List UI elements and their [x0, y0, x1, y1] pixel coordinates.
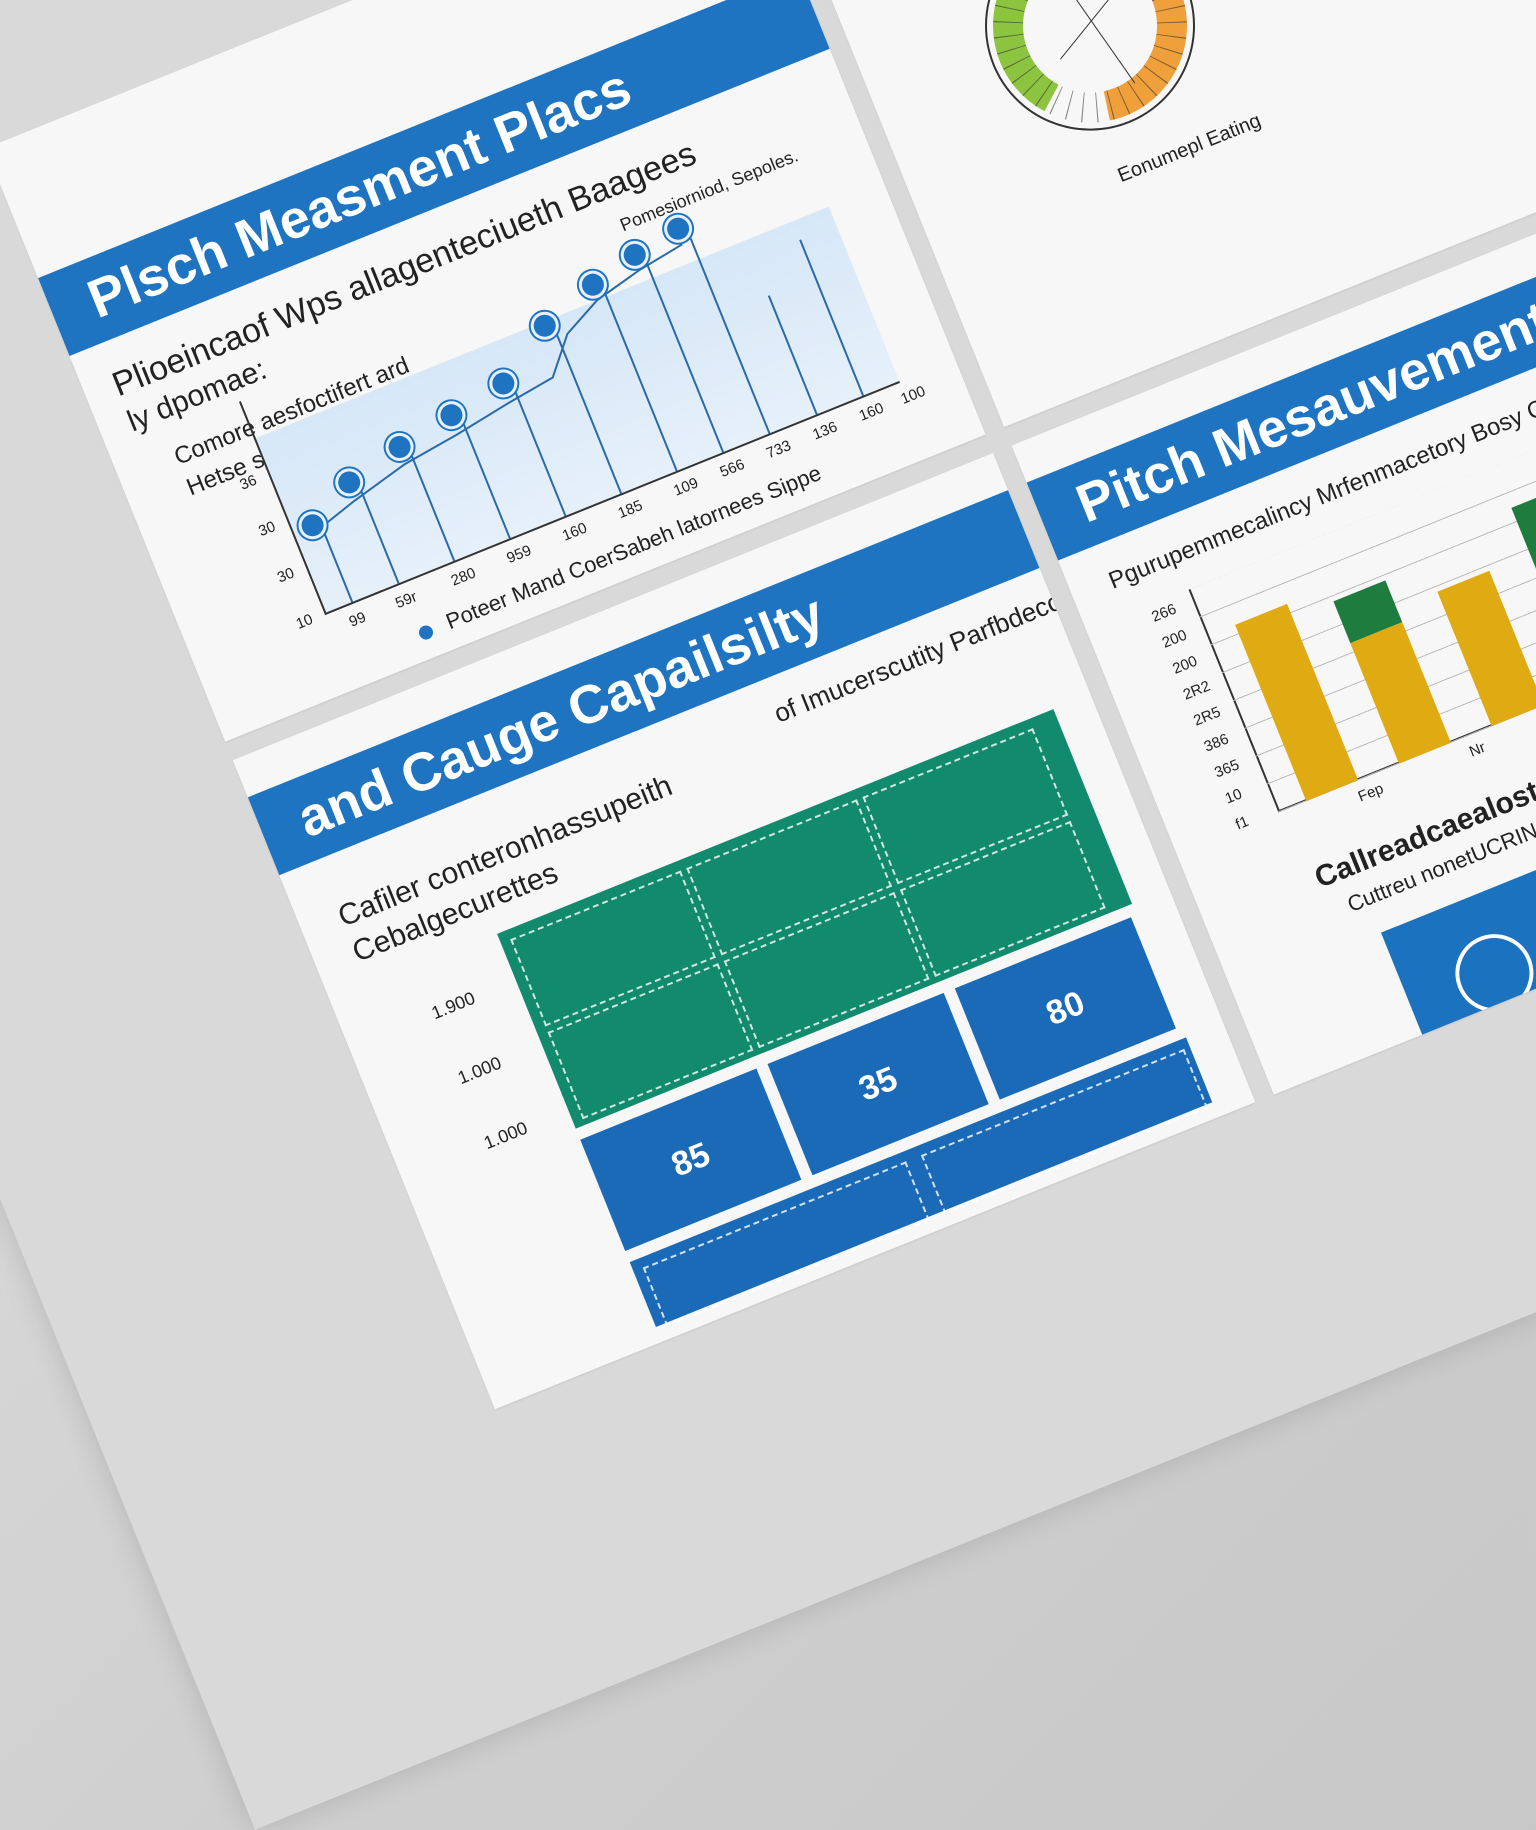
x-tick: Fep — [1355, 780, 1386, 806]
y-tick: 200 — [1170, 652, 1200, 678]
legend-dot-icon — [416, 623, 436, 642]
y-tick: 10 — [293, 610, 316, 633]
circle-icon — [1443, 922, 1536, 1024]
line-chart-panel: Plsch Measment Placs Plioeincaof Wps all… — [0, 0, 986, 742]
y-tick: 1.900 — [428, 987, 478, 1024]
x-tick: 959 — [504, 541, 534, 568]
y-tick: 1.000 — [454, 1052, 505, 1089]
donut-panel: Painecte Db sepagone Conts apipeenisus P… — [764, 0, 1536, 428]
x-tick: 733 — [763, 437, 794, 463]
x-tick: 160 — [856, 399, 887, 425]
trend-line — [313, 243, 683, 535]
x-tick: 99 — [346, 608, 369, 631]
kpi-tile[interactable] — [1380, 865, 1536, 1082]
x-tick: 185 — [615, 496, 646, 523]
y-tick: 365 — [1212, 756, 1242, 782]
y-tick: f1 — [1233, 812, 1252, 834]
y-tick: 266 — [1149, 600, 1179, 626]
y-tick: 386 — [1201, 730, 1232, 756]
x-tick: 136 — [810, 418, 840, 444]
y-tick: 2R2 — [1180, 677, 1213, 704]
x-tick: 100 — [898, 382, 928, 408]
x-tick: 160 — [559, 519, 590, 545]
x-tick: 59r — [393, 588, 420, 613]
y-tick: 2R5 — [1191, 703, 1224, 730]
donut-chart-green-orange[interactable] — [947, 0, 1233, 169]
x-tick: 566 — [717, 455, 748, 481]
x-tick: 280 — [448, 564, 479, 590]
y-tick: 10 — [1222, 785, 1245, 808]
y-tick: 30 — [274, 564, 297, 587]
x-tick: Nr — [1466, 738, 1488, 761]
y-tick: 1.000 — [481, 1117, 531, 1154]
y-tick: 200 — [1159, 626, 1190, 652]
x-tick: 109 — [671, 474, 701, 500]
line-chart-area: 10 30 30 36 99 59r 280 959 160 185 109 5… — [237, 170, 928, 633]
y-tick: 30 — [256, 518, 278, 541]
